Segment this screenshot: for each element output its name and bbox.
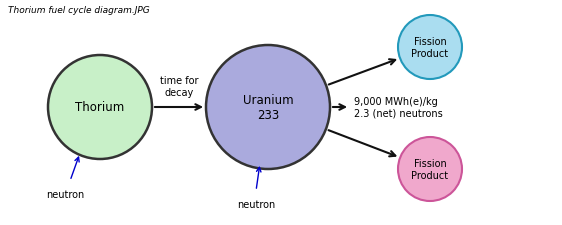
Text: 9,000 MWh(e)/kg
2.3 (net) neutrons: 9,000 MWh(e)/kg 2.3 (net) neutrons <box>354 97 443 118</box>
Text: Fission
Product: Fission Product <box>411 37 448 58</box>
Text: time for
decay: time for decay <box>160 76 198 98</box>
Ellipse shape <box>48 56 152 159</box>
Text: Thorium: Thorium <box>75 101 125 114</box>
Text: neutron: neutron <box>46 189 84 199</box>
Ellipse shape <box>398 16 462 80</box>
Ellipse shape <box>398 137 462 201</box>
Text: Thorium fuel cycle diagram.JPG: Thorium fuel cycle diagram.JPG <box>8 6 149 15</box>
Text: Uranium
233: Uranium 233 <box>243 94 293 122</box>
Text: neutron: neutron <box>237 199 275 209</box>
Text: Fission
Product: Fission Product <box>411 158 448 180</box>
Ellipse shape <box>206 46 330 169</box>
